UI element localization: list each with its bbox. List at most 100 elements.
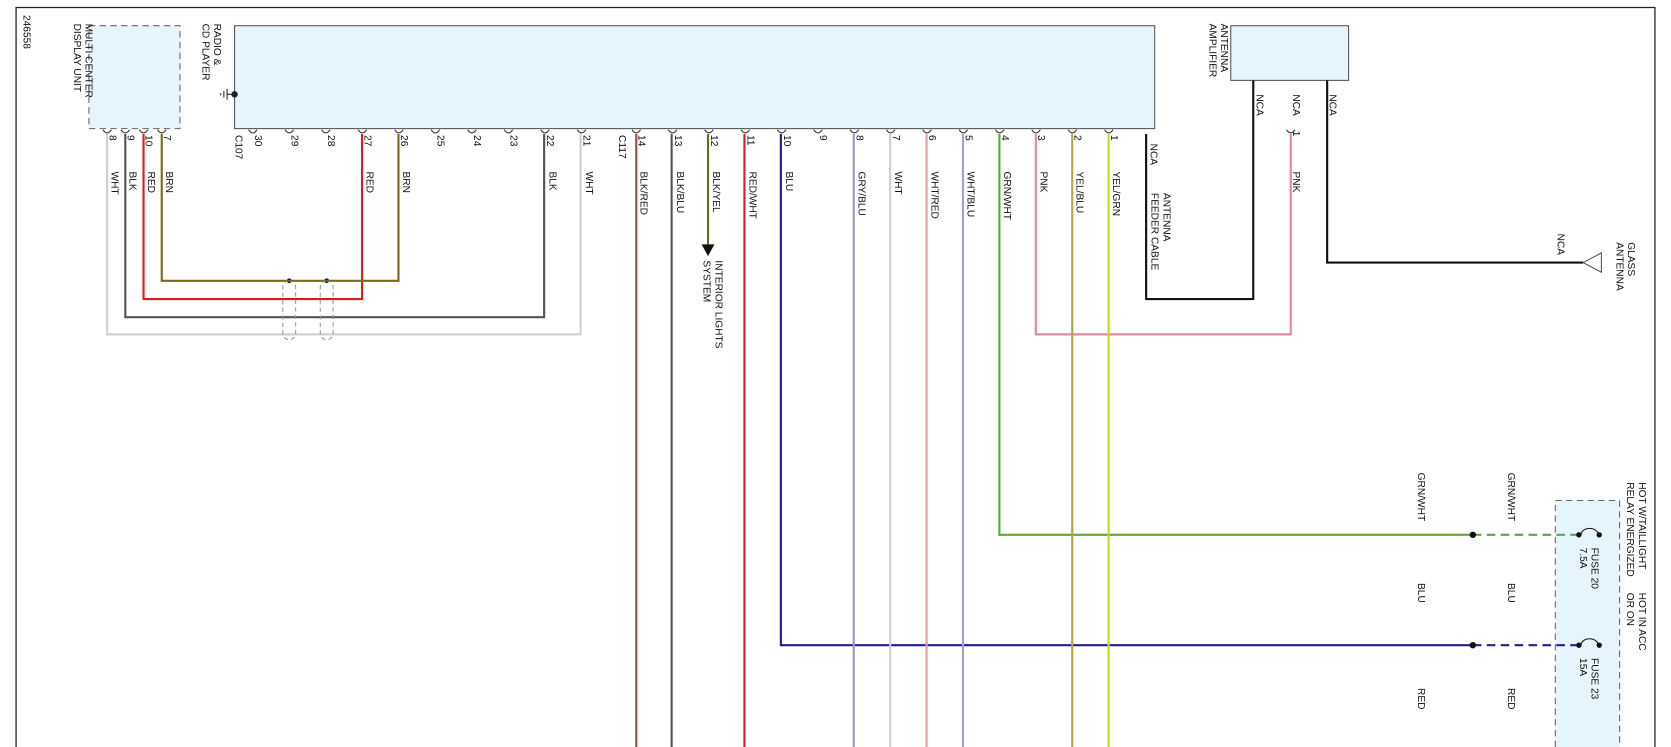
terminal — [813, 129, 823, 134]
frame — [15, 6, 1656, 747]
component-name: DISPLAY UNIT — [71, 24, 82, 93]
pin-number: 22 — [544, 135, 555, 147]
terminal — [922, 129, 932, 134]
radio-box — [234, 25, 1156, 130]
reference-label: INTERIOR LIGHTS — [713, 260, 724, 348]
pin-number: 14 — [635, 135, 646, 147]
terminal — [1067, 129, 1078, 134]
nca-label: NCA — [1147, 144, 1158, 166]
pin-number: 8 — [106, 135, 117, 141]
wire-color: BLK/YEL — [710, 171, 721, 213]
pin-number: 11 — [744, 135, 755, 146]
pin-number: 12 — [708, 135, 719, 147]
pin-number: 27 — [362, 135, 373, 147]
fuse-rating: 15A — [1577, 658, 1588, 676]
fuse-box — [1554, 499, 1621, 747]
pin-number: 5 — [963, 135, 974, 141]
wire-color: RED — [1505, 688, 1516, 709]
pin-number: 1 — [1108, 135, 1119, 141]
terminal — [667, 129, 678, 134]
nca-label: NCA — [1326, 94, 1337, 116]
power-source: HOT W/TAILLIGHT — [1636, 482, 1647, 569]
terminal — [1286, 129, 1296, 134]
pin-number: 24 — [471, 135, 482, 147]
terminal — [740, 129, 751, 134]
fuse-name: FUSE 20 — [1589, 548, 1600, 590]
fuse-name: FUSE 23 — [1589, 658, 1600, 700]
terminal — [994, 129, 1005, 134]
pin-number: 28 — [325, 135, 336, 147]
component-name: GLASS — [1625, 242, 1636, 276]
terminal — [157, 129, 167, 134]
power-source: HOT IN ACC — [1636, 593, 1647, 651]
terminal — [357, 129, 368, 134]
component-name: ANTENNA — [1160, 193, 1171, 242]
pin-terminals — [102, 129, 1296, 134]
terminal — [885, 129, 896, 134]
display-box — [88, 25, 181, 130]
pin-number: 1 — [1290, 131, 1301, 137]
terminal — [849, 129, 860, 134]
wire-color: BLK — [546, 171, 557, 190]
pin-number: 23 — [508, 135, 519, 147]
wire-color: BLU — [1415, 583, 1426, 603]
wire-color: WHT — [892, 171, 903, 194]
ground — [220, 88, 238, 100]
wire-color: PNK — [1290, 171, 1301, 192]
wire-color: GRN/WHT — [1001, 171, 1012, 220]
wire-color: RED — [1415, 688, 1426, 709]
pin-number: 2 — [1072, 135, 1083, 141]
nca-label: NCA — [1554, 234, 1565, 256]
wire-color: RED — [364, 171, 375, 192]
terminal — [248, 129, 258, 134]
pin-number: 9 — [124, 135, 135, 141]
doc-id: 246558 — [21, 15, 32, 49]
pin-number: 26 — [398, 135, 409, 147]
pin-number: 9 — [817, 135, 828, 141]
wire-color: BLU — [1505, 583, 1516, 603]
terminal — [394, 129, 404, 134]
pin-number: 3 — [1035, 135, 1046, 141]
pin-number: 7 — [890, 135, 901, 141]
terminal — [958, 129, 969, 134]
component-name: CD PLAYER — [199, 24, 210, 81]
pin-number: 4 — [999, 135, 1010, 141]
wires — [106, 80, 1602, 747]
component-name: ANTENNA — [1218, 24, 1229, 73]
wire-color: BLK/BLU — [674, 171, 685, 213]
power-source: OR ON — [1624, 593, 1635, 626]
terminal — [1104, 129, 1114, 134]
wire-color: WHT/BLU — [965, 171, 976, 217]
wire-color: BRN — [163, 171, 174, 192]
power-source: RELAY ENERGIZED — [1624, 482, 1635, 576]
pin-number: 29 — [288, 135, 299, 147]
component-name: RADIO & — [211, 24, 222, 66]
terminal — [430, 129, 441, 134]
terminal — [284, 129, 295, 134]
component-name: AMPLIFIER — [1206, 24, 1217, 78]
wire-color: PNK — [1037, 171, 1048, 192]
pin-number: 25 — [435, 135, 446, 147]
wire-color: YEL/BLU — [1074, 171, 1085, 213]
wire-color: GRN/WHT — [1415, 473, 1426, 522]
pin-number: 21 — [581, 135, 592, 147]
wire-color: GRY/BLU — [856, 171, 867, 215]
component-name: ANTENNA — [1613, 242, 1624, 291]
wire-color: WHT — [583, 171, 594, 194]
terminal — [138, 129, 149, 134]
amplifier-box — [1230, 25, 1350, 81]
pin-number: 8 — [853, 135, 864, 141]
pin-number: 13 — [672, 135, 683, 147]
wire-color: RED — [145, 171, 156, 192]
nca-label: NCA — [1290, 94, 1301, 116]
wire-color: RED/WHT — [747, 171, 758, 218]
wire-color: BLK/RED — [638, 171, 649, 214]
wire-color: WHT — [108, 171, 119, 194]
fuse-rating: 7.5A — [1577, 548, 1588, 569]
terminal — [576, 129, 587, 134]
wire-color: BLU — [783, 171, 794, 191]
nca-label: NCA — [1253, 94, 1264, 116]
terminal — [120, 129, 131, 134]
